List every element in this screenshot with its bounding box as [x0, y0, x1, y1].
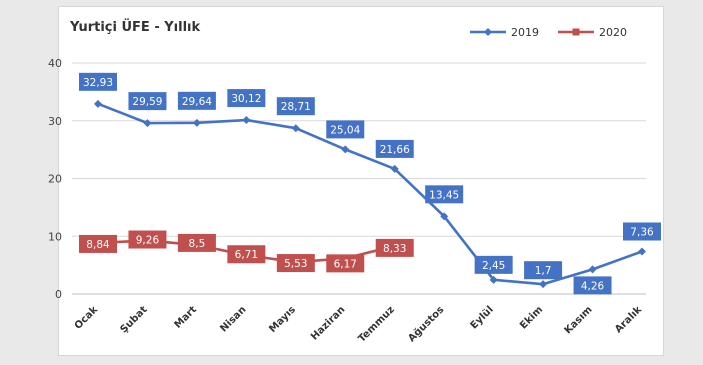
x-tick-label: Ocak	[73, 304, 101, 332]
legend-label: 2020	[599, 26, 627, 39]
data-point	[143, 119, 152, 128]
legend-label: 2019	[511, 26, 539, 39]
x-tick-label: Kasım	[563, 304, 595, 336]
x-tick-label: Aralık	[613, 304, 644, 335]
data-label-box	[128, 92, 167, 111]
data-label-box	[79, 234, 117, 253]
data-label: 7,36	[630, 226, 654, 238]
legend-marker	[572, 28, 580, 36]
data-label: 5,53	[284, 258, 307, 270]
data-point	[390, 164, 399, 173]
data-label: 8,33	[383, 243, 406, 255]
data-label: 6,71	[235, 249, 258, 261]
data-point	[94, 99, 102, 108]
data-label: 9,26	[136, 235, 160, 247]
data-label: 4,26	[581, 280, 605, 292]
data-point	[489, 275, 498, 284]
data-label: 8,5	[189, 238, 206, 250]
data-point	[440, 212, 449, 221]
data-label-box	[474, 255, 513, 274]
data-label: 29,64	[182, 96, 212, 108]
data-label: 30,12	[231, 93, 261, 105]
data-label-box	[227, 89, 266, 108]
data-point	[341, 145, 350, 154]
data-point	[588, 265, 597, 274]
x-tick-label: Eylül	[469, 304, 496, 331]
data-label: 2,45	[482, 260, 505, 272]
x-tick-label: Ekim	[518, 304, 545, 331]
data-point	[539, 280, 548, 289]
data-point	[291, 124, 300, 133]
data-label: 25,04	[330, 124, 360, 136]
data-label-box	[276, 254, 315, 273]
x-tick-label: Temmuz	[356, 304, 396, 344]
data-label-box	[326, 120, 365, 139]
data-label: 1,7	[535, 265, 552, 277]
chart-panel	[58, 6, 664, 356]
data-label-box	[177, 91, 216, 110]
data-label-box	[375, 238, 414, 257]
data-label: 28,71	[281, 101, 311, 113]
x-tick-label: Nisan	[218, 304, 248, 334]
series-line-2019	[97, 102, 643, 286]
y-tick-label: 30	[48, 115, 62, 128]
data-label-box	[326, 254, 365, 273]
data-label-box	[573, 276, 612, 295]
data-label: 13,45	[429, 189, 459, 201]
data-label-box	[375, 139, 414, 158]
y-tick-label: 10	[48, 230, 62, 243]
data-point	[638, 247, 646, 256]
data-label-box	[128, 230, 167, 249]
x-tick-label: Ağustos	[406, 304, 447, 345]
y-tick-label: 0	[55, 288, 62, 301]
legend-marker	[484, 28, 492, 36]
data-label: 6,17	[334, 258, 357, 270]
data-label: 8,84	[86, 239, 110, 251]
x-tick-label: Mart	[173, 304, 200, 331]
x-tick-label: Şubat	[118, 304, 149, 335]
data-label: 32,93	[83, 77, 113, 89]
data-label-box	[425, 185, 464, 204]
data-label-box	[276, 97, 315, 116]
x-tick-label: Mayıs	[267, 304, 298, 335]
data-point	[242, 116, 251, 125]
data-label-box	[623, 222, 661, 241]
data-label-box	[79, 72, 117, 91]
data-point	[192, 118, 201, 127]
x-tick-label: Haziran	[309, 304, 347, 342]
y-tick-label: 20	[48, 173, 62, 186]
data-label-box	[177, 233, 216, 252]
data-label-box	[227, 245, 266, 264]
data-label: 29,59	[132, 96, 162, 108]
data-label: 21,66	[380, 144, 410, 156]
chart-title: Yurtiçi ÜFE - Yıllık	[70, 20, 201, 35]
y-tick-label: 40	[48, 57, 62, 70]
data-label-box	[524, 261, 563, 280]
